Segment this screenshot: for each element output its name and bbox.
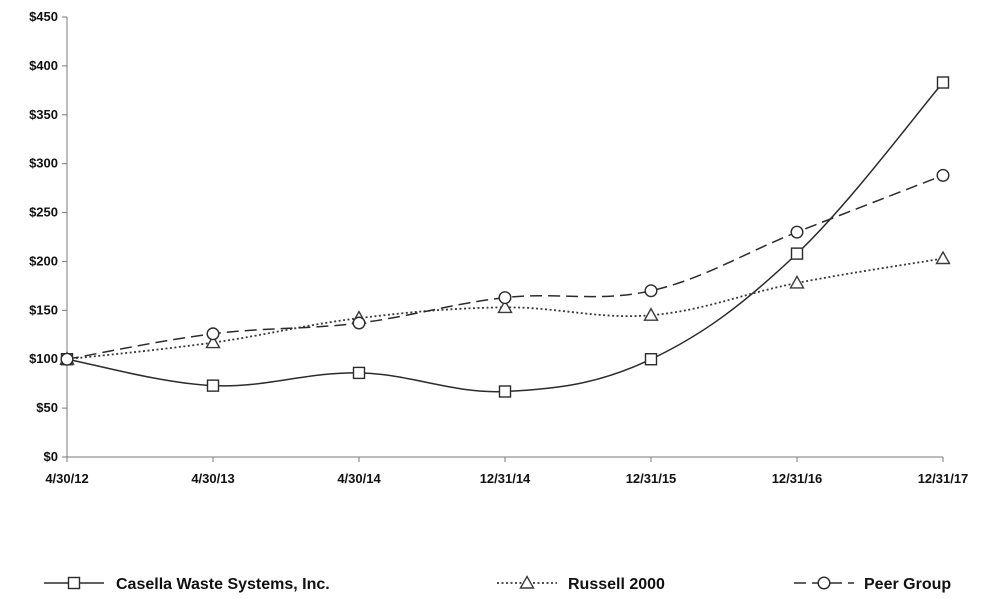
x-tick-label: 4/30/14 — [337, 471, 381, 486]
legend-label: Peer Group — [864, 576, 951, 593]
axes: $0 $50 $100 $150 $200 $250 $300 $350 $400 $450 4/3… — [29, 9, 968, 486]
y-tick-label: $350 — [29, 107, 58, 122]
data-point-peer-group — [498, 291, 512, 305]
y-tick-label: $150 — [29, 302, 58, 317]
y-tick-label: $200 — [29, 253, 58, 268]
x-tick-label: 12/31/17 — [918, 471, 969, 486]
x-tick-label: 12/31/15 — [626, 471, 677, 486]
legend-label: Russell 2000 — [568, 576, 665, 593]
y-tick-label: $100 — [29, 351, 58, 366]
series-markers — [59, 76, 951, 398]
series-lines — [66, 82, 944, 393]
legend-label: Casella Waste Systems, Inc. — [116, 576, 330, 593]
y-tick-label: $50 — [36, 400, 58, 415]
data-point-peer-group — [60, 352, 74, 366]
x-tick-label: 4/30/12 — [45, 471, 88, 486]
data-point-peer-group — [790, 225, 804, 239]
data-point-peer-group — [644, 284, 658, 298]
data-point-casella-waste-systems-inc — [644, 353, 658, 366]
data-point-casella-waste-systems-inc — [206, 379, 220, 392]
data-point-russell-2000 — [497, 299, 513, 314]
legend: Casella Waste Systems, Inc. Russell 2000 P… — [44, 575, 951, 593]
data-point-peer-group — [206, 327, 220, 341]
y-tick-label: $400 — [29, 58, 58, 73]
data-point-casella-waste-systems-inc — [498, 385, 512, 398]
legend-item-russell-2000: Russell 2000 — [497, 575, 665, 593]
data-point-russell-2000 — [935, 250, 951, 265]
y-tick-label: $300 — [29, 156, 58, 171]
data-point-casella-waste-systems-inc — [790, 247, 804, 260]
y-tick-label: $250 — [29, 205, 58, 220]
data-point-peer-group — [936, 168, 950, 182]
data-point-casella-waste-systems-inc — [936, 76, 950, 89]
data-point-russell-2000 — [789, 275, 805, 289]
data-point-casella-waste-systems-inc — [352, 366, 366, 380]
data-point-russell-2000 — [643, 307, 659, 321]
x-tick-label: 12/31/16 — [772, 471, 823, 486]
legend-item-peer-group: Peer Group — [794, 576, 951, 593]
y-tick-label: $0 — [44, 449, 58, 464]
legend-marker — [817, 576, 831, 590]
y-tick-label: $450 — [29, 9, 58, 24]
series-line-peer-group — [66, 174, 944, 360]
legend-marker — [519, 575, 535, 589]
x-tick-label: 4/30/13 — [191, 471, 234, 486]
legend-marker — [67, 576, 81, 590]
data-point-russell-2000 — [205, 334, 221, 349]
legend-item-casella-waste-systems-inc: Casella Waste Systems, Inc. — [44, 576, 330, 593]
x-tick-label: 12/31/14 — [480, 471, 531, 486]
data-point-peer-group — [352, 316, 366, 330]
